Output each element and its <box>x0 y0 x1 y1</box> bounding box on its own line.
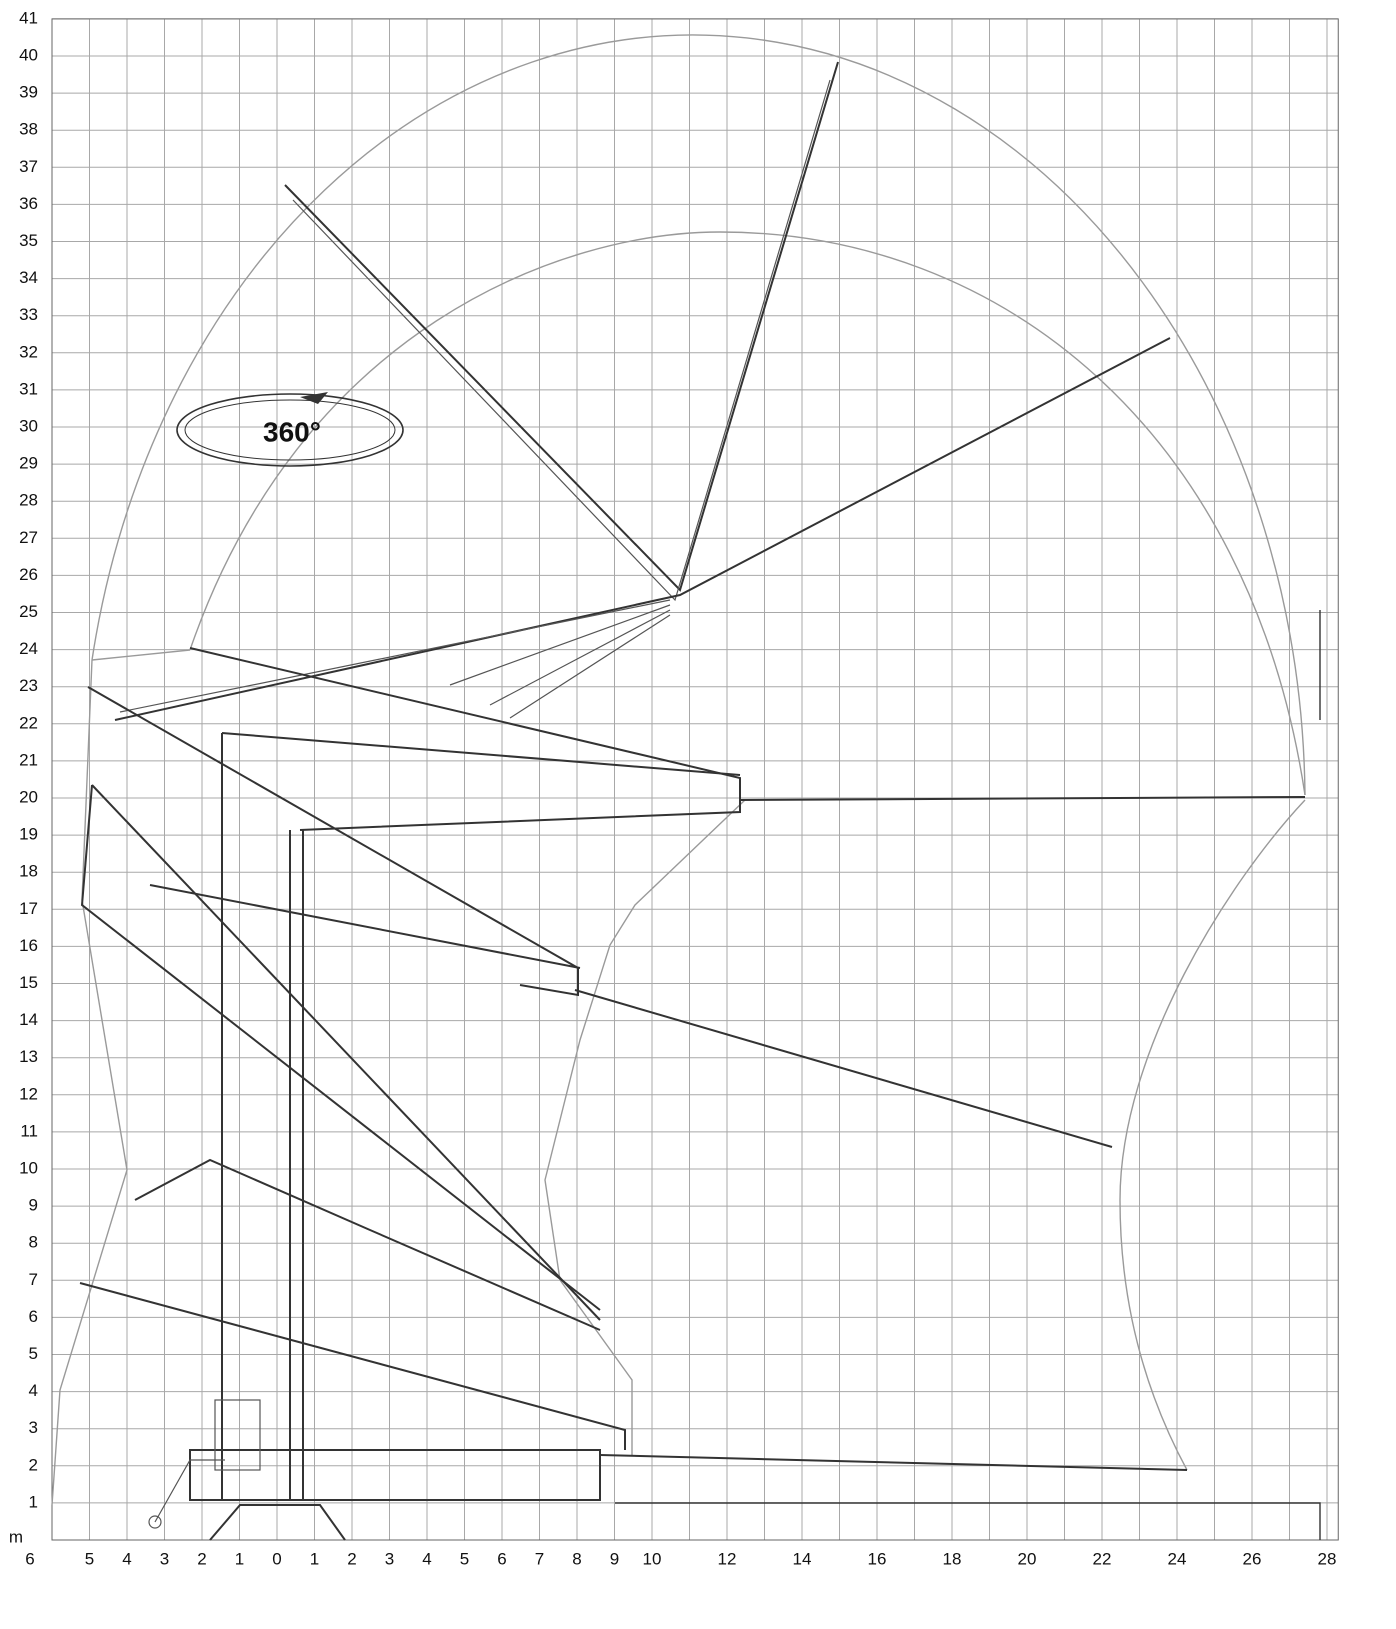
x-axis-label: 4 <box>122 1549 131 1568</box>
y-axis-label: 13 <box>19 1047 38 1066</box>
y-axis-label: 35 <box>19 231 38 250</box>
y-axis-label: 29 <box>19 454 38 473</box>
unit-label: m <box>9 1527 23 1546</box>
y-axis-label: 8 <box>29 1233 38 1252</box>
x-axis-label: 2 <box>197 1549 206 1568</box>
y-axis-label: 34 <box>19 268 38 287</box>
y-axis-label: 6 <box>29 1307 38 1326</box>
y-axis-label: 9 <box>29 1196 38 1215</box>
x-axis-label: 10 <box>643 1549 662 1568</box>
y-axis-label: 23 <box>19 676 38 695</box>
x-axis-label: 24 <box>1168 1549 1187 1568</box>
y-axis-label: 31 <box>19 379 38 398</box>
y-axis-label: 3 <box>29 1418 38 1437</box>
y-axis-label: 19 <box>19 825 38 844</box>
y-axis-label: 17 <box>19 899 38 918</box>
x-axis-label: 3 <box>385 1549 394 1568</box>
x-axis-label: 5 <box>85 1549 94 1568</box>
y-axis-label: 38 <box>19 120 38 139</box>
x-axis-label: 28 <box>1318 1549 1337 1568</box>
x-axis-label: 9 <box>610 1549 619 1568</box>
axis-labels: 1234567891011121314151617181920212223242… <box>19 8 1336 1568</box>
x-axis-label: 8 <box>572 1549 581 1568</box>
rotation-symbol: 360° <box>177 392 403 466</box>
y-axis-label: 5 <box>29 1344 38 1363</box>
x-axis-label: 1 <box>235 1549 244 1568</box>
y-axis-label: 18 <box>19 862 38 881</box>
y-axis-label: 22 <box>19 713 38 732</box>
x-axis-label: 2 <box>347 1549 356 1568</box>
y-axis-label: 36 <box>19 194 38 213</box>
x-axis-label: 26 <box>1243 1549 1262 1568</box>
y-axis-label: 25 <box>19 602 38 621</box>
x-axis-label: 7 <box>535 1549 544 1568</box>
y-axis-label: 40 <box>19 45 38 64</box>
x-axis-label: 5 <box>460 1549 469 1568</box>
working-range-diagram: 360° m 123456789101112131415161718192021… <box>0 0 1396 1624</box>
y-axis-label: 7 <box>29 1270 38 1289</box>
y-axis-label: 21 <box>19 750 38 769</box>
plot-frame <box>52 19 1338 1540</box>
y-axis-label: 4 <box>29 1381 38 1400</box>
x-axis-label: 0 <box>272 1549 281 1568</box>
y-axis-label: 1 <box>29 1492 38 1511</box>
y-axis-label: 10 <box>19 1158 38 1177</box>
y-axis-label: 20 <box>19 787 38 806</box>
y-axis-label: 30 <box>19 416 38 435</box>
x-axis-label: 6 <box>497 1549 506 1568</box>
x-axis-label: 4 <box>422 1549 431 1568</box>
x-axis-label: 20 <box>1018 1549 1037 1568</box>
x-axis-label: 14 <box>793 1549 812 1568</box>
y-axis-label: 12 <box>19 1084 38 1103</box>
rotation-label: 360° <box>263 416 321 447</box>
grid <box>52 19 1338 1540</box>
x-axis-label: 22 <box>1093 1549 1112 1568</box>
x-axis-label: 3 <box>160 1549 169 1568</box>
x-axis-label: 12 <box>718 1549 737 1568</box>
y-axis-label: 32 <box>19 342 38 361</box>
y-axis-label: 28 <box>19 491 38 510</box>
crane-booms <box>80 62 1305 1540</box>
page: {"diagram":{ "y_axis_labels":["1","2","3… <box>0 0 1396 1624</box>
y-axis-label: 33 <box>19 305 38 324</box>
y-axis-label: 15 <box>19 973 38 992</box>
y-axis-label: 11 <box>20 1121 38 1140</box>
x-axis-label: 1 <box>310 1549 319 1568</box>
envelope <box>52 35 1320 1540</box>
y-axis-label: 37 <box>19 157 38 176</box>
y-axis-label: 41 <box>19 8 38 27</box>
x-axis-label: 16 <box>868 1549 887 1568</box>
y-axis-label: 24 <box>19 639 38 658</box>
y-axis-label: 16 <box>19 936 38 955</box>
y-axis-label: 2 <box>29 1455 38 1474</box>
x-axis-label: 6 <box>25 1549 34 1568</box>
y-axis-label: 39 <box>19 83 38 102</box>
y-axis-label: 27 <box>19 528 38 547</box>
x-axis-label: 18 <box>943 1549 962 1568</box>
y-axis-label: 26 <box>19 565 38 584</box>
y-axis-label: 14 <box>19 1010 38 1029</box>
